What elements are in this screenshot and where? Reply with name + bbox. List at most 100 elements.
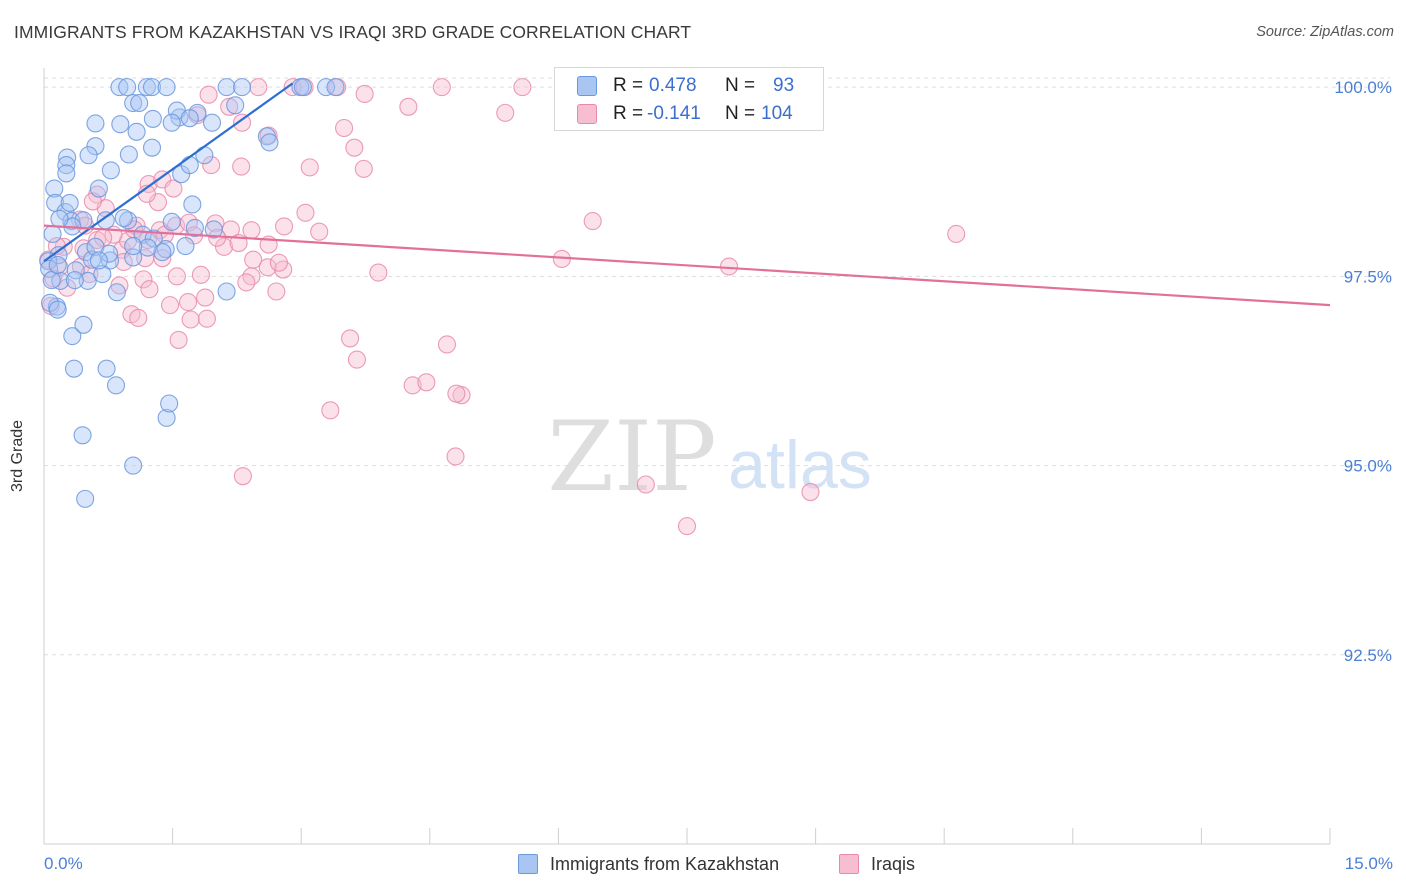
kazakhstan-point [89, 179, 108, 198]
legend-label-iraqis: Iraqis [871, 854, 916, 874]
kazakhstan-point [101, 161, 120, 180]
kazakhstan-point [78, 271, 97, 290]
iraqi-point [199, 85, 218, 104]
kazakhstan-point [79, 146, 98, 165]
kazakhstan-point [260, 133, 279, 152]
iraqi-point [232, 113, 252, 132]
kazakhstan-point [64, 359, 84, 378]
kazakhstan-point [114, 209, 133, 228]
kazakhstan-point [40, 293, 60, 312]
x-tick-label: 15.0% [1345, 854, 1393, 873]
y-tick-label: 95.0% [1344, 457, 1392, 476]
n-value: 93 [773, 75, 795, 96]
iraqi-point [242, 267, 261, 286]
iraqi-point [355, 84, 374, 103]
iraqi-point [321, 401, 340, 420]
iraqi-point [300, 158, 319, 177]
iraqi-point [354, 159, 373, 178]
kazakhstan-point [326, 78, 345, 97]
kazakhstan-point [73, 426, 92, 445]
iraqi-point [140, 280, 159, 299]
iraqi-point [202, 156, 221, 175]
iraqi-point [335, 118, 354, 138]
kazakhstan-point [183, 195, 202, 214]
iraqi-point [496, 103, 515, 122]
iraqi-point [169, 330, 188, 349]
n-label: N = [725, 103, 756, 124]
iraqi-point [403, 376, 422, 395]
kazakhstan-point [49, 246, 68, 265]
iraqi-point [513, 78, 532, 97]
kazakhstan-point [226, 96, 245, 115]
kazakhstan-point [93, 265, 112, 284]
iraqi-point [233, 467, 252, 486]
legend-label-kazakhstan: Immigrants from Kazakhstan [550, 854, 780, 874]
kazakhstan-point [42, 271, 61, 290]
iraqi-point [432, 78, 451, 97]
iraqi-point [58, 278, 77, 297]
iraqi-point [249, 78, 268, 97]
kazakhstan-point [60, 193, 79, 212]
iraqi-point [237, 273, 256, 292]
stats-row-pink: R = -0.141 N = 104 [555, 101, 823, 127]
kazakhstan-point [57, 164, 76, 183]
iraqi-point [232, 157, 251, 176]
iraqi-point [345, 138, 364, 157]
iraqi-point [196, 288, 215, 307]
legend-swatch-blue [518, 854, 538, 874]
kazakhstan-trend-line [43, 82, 294, 263]
iraqi-point [178, 293, 198, 312]
kazakhstan-point [111, 115, 130, 134]
kazakhstan-point [144, 229, 163, 248]
kazakhstan-point [118, 78, 137, 97]
iraqi-point [347, 350, 366, 369]
kazakhstan-point [48, 300, 67, 319]
iraqi-trend-line [43, 224, 1331, 307]
watermark-atlas: atlas [728, 427, 872, 503]
y-tick-label: 100.0% [1334, 78, 1392, 97]
kazakhstan-point [50, 209, 69, 228]
source-credit: Source: ZipAtlas.com [1256, 24, 1394, 40]
iraqi-point [164, 179, 183, 198]
kazakhstan-point [86, 114, 105, 133]
kazakhstan-point [157, 408, 176, 427]
kazakhstan-point [76, 243, 96, 262]
stats-row-blue: R = 0.478 N = 93 [555, 73, 823, 99]
pink-swatch [577, 104, 597, 124]
kazakhstan-point [74, 315, 93, 334]
kazakhstan-point [232, 78, 252, 97]
kazakhstan-point [43, 224, 62, 244]
kazakhstan-point [48, 255, 67, 275]
iraqi-point [399, 97, 418, 116]
kazakhstan-point [156, 240, 175, 259]
iraqi-point [220, 97, 239, 116]
kazakhstan-point [127, 122, 146, 141]
r-value: 0.478 [649, 75, 697, 96]
kazakhstan-points [39, 78, 345, 508]
iraqi-point [258, 258, 277, 277]
iraqi-point [275, 217, 294, 236]
kazakhstan-point [185, 218, 204, 237]
iraqi-point [214, 237, 234, 256]
kazakhstan-point [124, 456, 143, 475]
kazakhstan-point [124, 237, 143, 256]
n-label: N = [725, 75, 756, 96]
kazakhstan-point [124, 93, 143, 113]
kazakhstan-point [137, 78, 156, 97]
kazakhstan-point [202, 113, 222, 132]
iraqi-point [310, 222, 329, 241]
iraqi-point [242, 221, 261, 240]
iraqi-point [341, 329, 360, 348]
iraqi-point [583, 212, 602, 231]
iraqi-point [417, 373, 436, 392]
kazakhstan-point [119, 145, 138, 164]
kazakhstan-point [160, 394, 179, 413]
kazakhstan-point [45, 179, 64, 198]
x-tick-label: 0.0% [44, 854, 83, 873]
iraqi-point [206, 214, 225, 233]
kazakhstan-point [217, 282, 236, 301]
kazakhstan-point [157, 78, 176, 97]
kazakhstan-point [89, 251, 108, 270]
kazakhstan-point [65, 271, 84, 290]
kazakhstan-point [97, 359, 116, 378]
